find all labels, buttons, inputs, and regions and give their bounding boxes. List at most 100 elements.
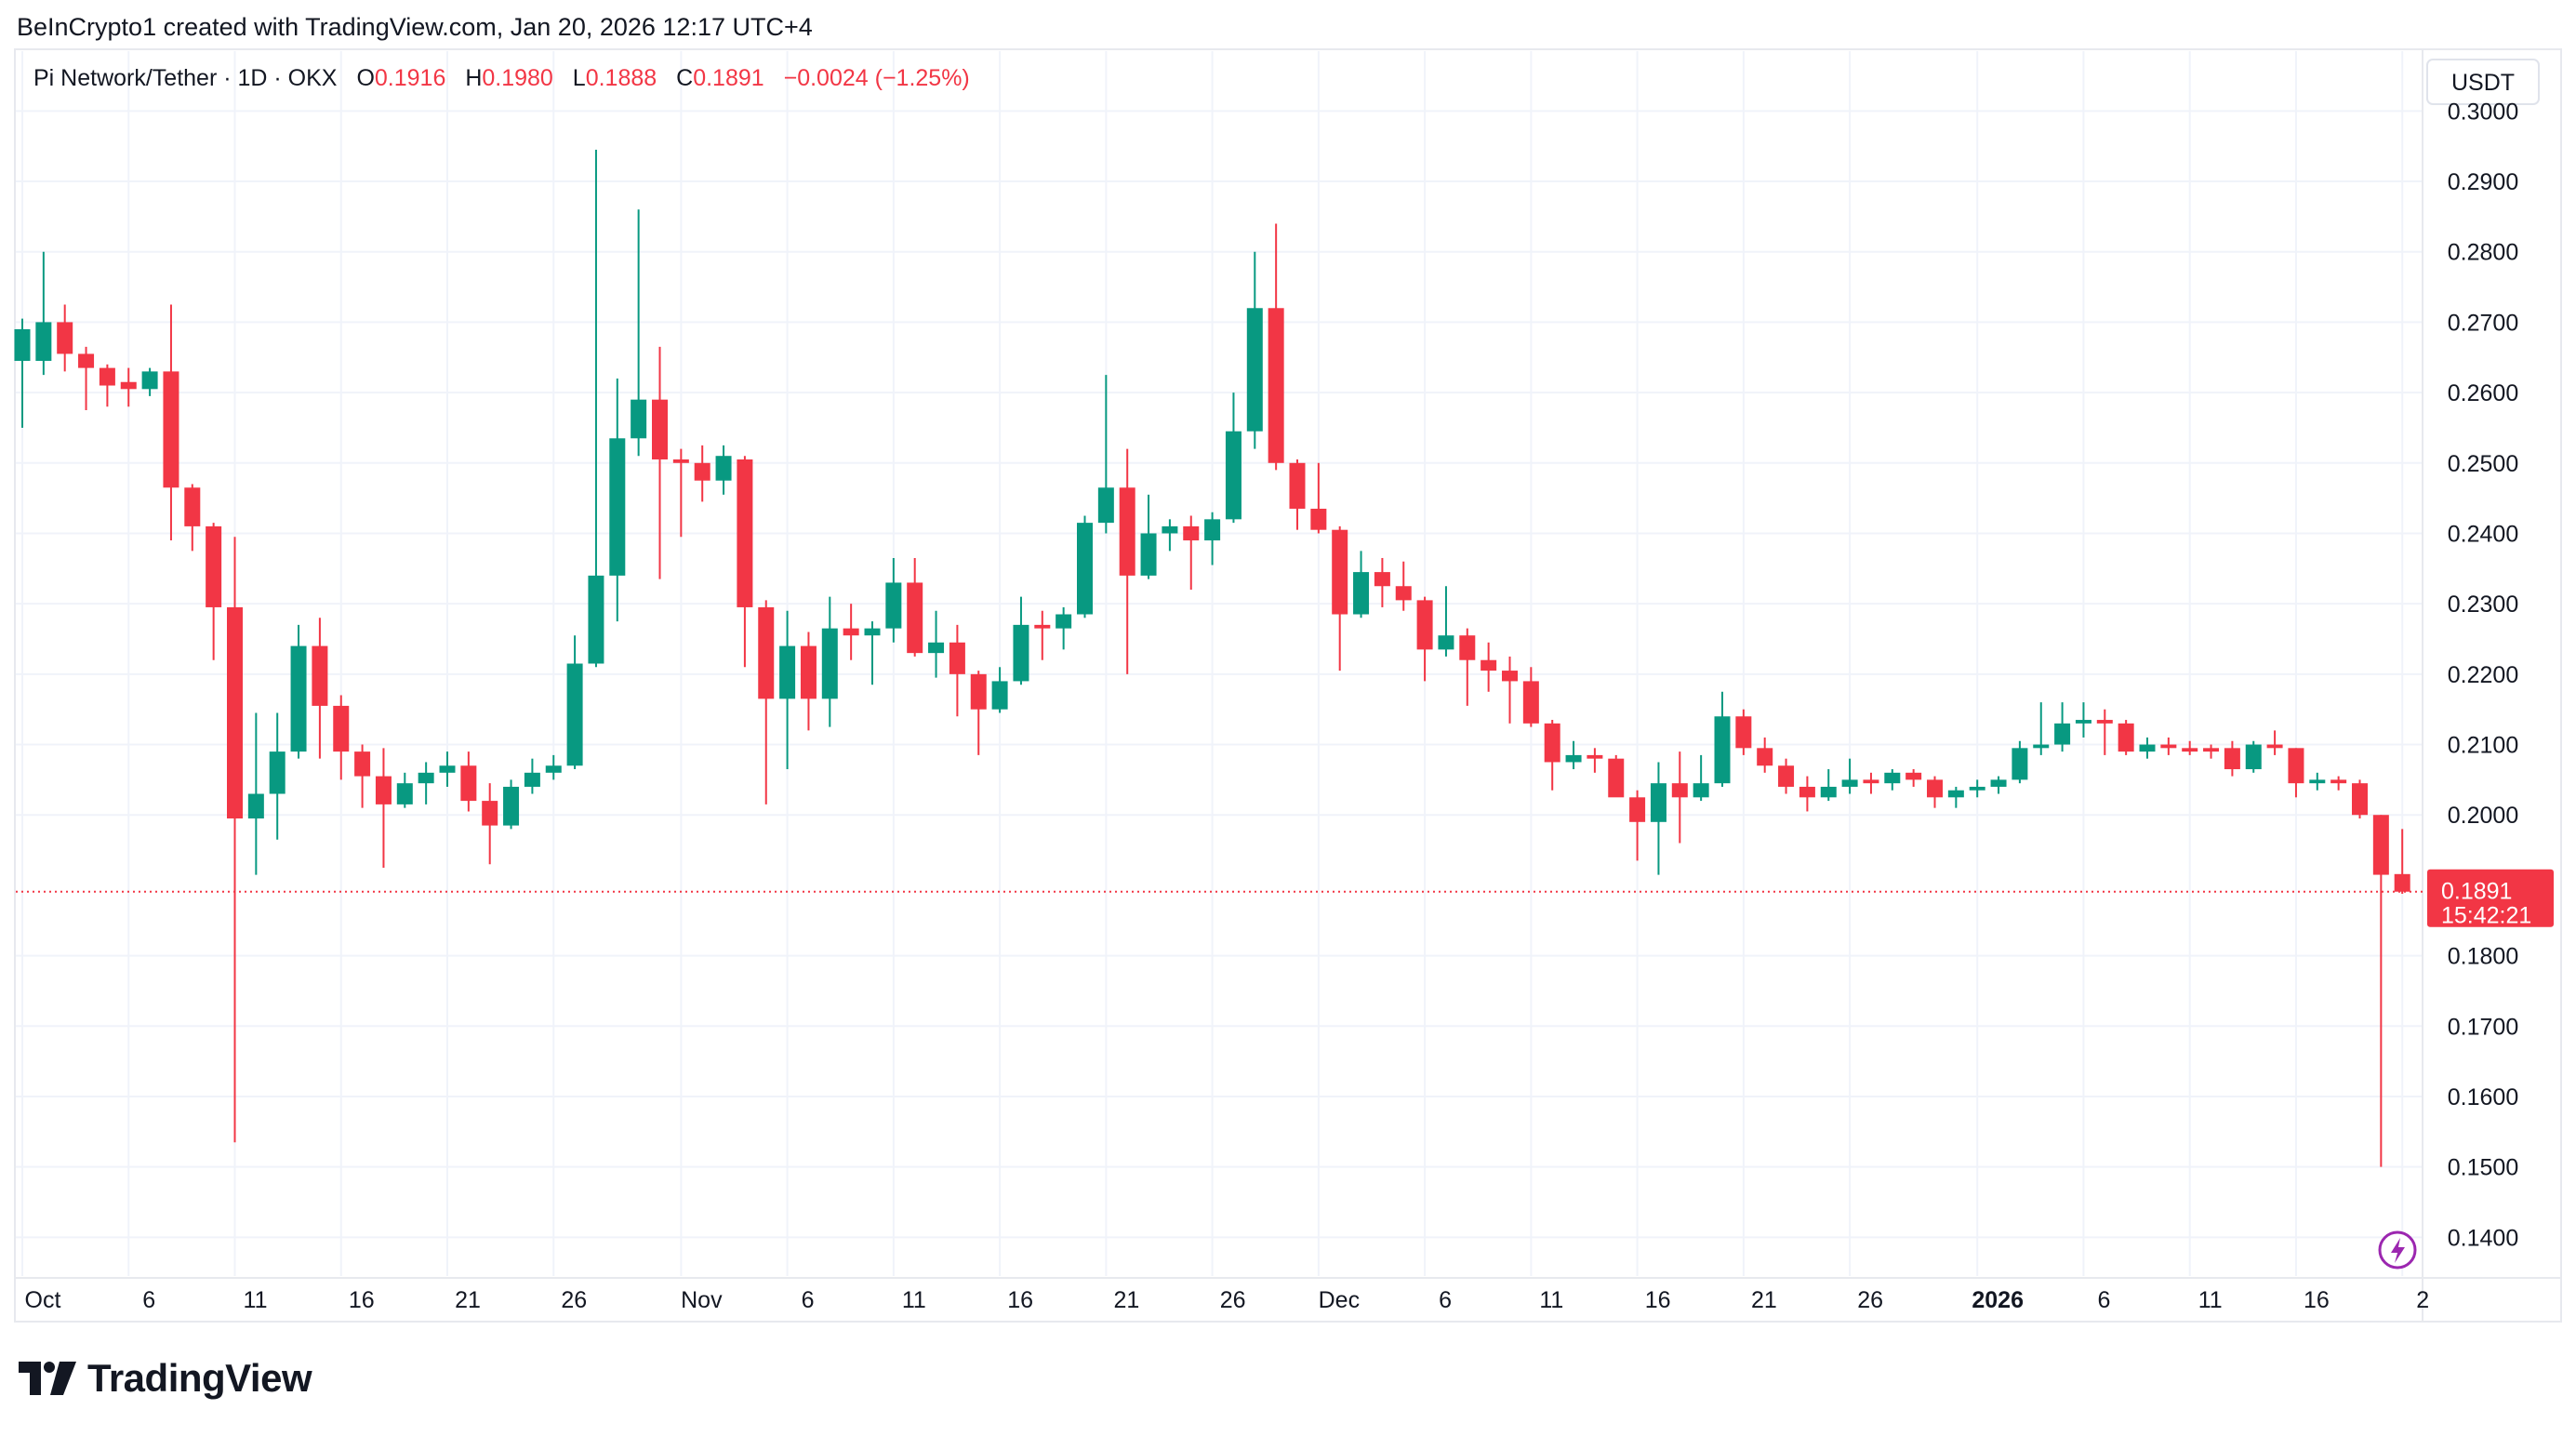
candle[interactable] bbox=[1565, 740, 1582, 770]
candle[interactable] bbox=[1183, 515, 1200, 591]
candle[interactable] bbox=[1374, 557, 1390, 607]
candle[interactable] bbox=[2266, 730, 2283, 755]
candle[interactable] bbox=[2288, 748, 2304, 798]
candle[interactable] bbox=[1438, 586, 1454, 657]
candle[interactable] bbox=[2033, 702, 2050, 755]
candle[interactable] bbox=[247, 712, 264, 875]
candle[interactable] bbox=[1735, 709, 1752, 755]
candle[interactable] bbox=[1481, 642, 1497, 692]
candle[interactable] bbox=[1204, 512, 1221, 565]
candle[interactable] bbox=[737, 456, 753, 668]
candle[interactable] bbox=[1927, 776, 1943, 808]
candle[interactable] bbox=[949, 624, 965, 717]
last-price-badge[interactable] bbox=[2427, 869, 2554, 927]
currency-box[interactable] bbox=[2426, 59, 2540, 105]
candle[interactable] bbox=[1799, 776, 1815, 812]
candle[interactable] bbox=[885, 557, 902, 643]
candle[interactable] bbox=[1416, 596, 1433, 682]
candle[interactable] bbox=[290, 624, 307, 759]
candle[interactable] bbox=[2224, 740, 2240, 777]
candle[interactable] bbox=[1608, 754, 1625, 798]
candle[interactable] bbox=[312, 618, 328, 759]
candle[interactable] bbox=[652, 346, 668, 579]
candle[interactable] bbox=[588, 149, 604, 668]
candle[interactable] bbox=[928, 610, 945, 678]
candle[interactable] bbox=[99, 364, 115, 407]
candle[interactable] bbox=[1863, 772, 1879, 794]
candle[interactable] bbox=[1905, 769, 1922, 787]
candle[interactable] bbox=[2309, 772, 2326, 791]
candle[interactable] bbox=[2160, 737, 2177, 755]
candle[interactable] bbox=[1246, 251, 1263, 449]
candle[interactable] bbox=[333, 695, 350, 780]
candle[interactable] bbox=[1778, 758, 1795, 794]
candle[interactable] bbox=[1034, 610, 1051, 660]
candle[interactable] bbox=[1841, 758, 1858, 794]
candle[interactable] bbox=[354, 744, 371, 808]
candle[interactable] bbox=[2012, 740, 2028, 784]
candle[interactable] bbox=[1544, 720, 1560, 791]
candle[interactable] bbox=[35, 251, 52, 376]
candle[interactable] bbox=[1757, 737, 1773, 773]
candle[interactable] bbox=[672, 448, 689, 538]
candle[interactable] bbox=[1140, 494, 1157, 579]
candle[interactable] bbox=[1225, 392, 1242, 524]
candle[interactable] bbox=[758, 600, 775, 804]
candle[interactable] bbox=[439, 751, 456, 787]
candle[interactable] bbox=[120, 367, 137, 407]
candle[interactable] bbox=[1969, 779, 1985, 798]
candle[interactable] bbox=[2075, 702, 2091, 738]
candle[interactable] bbox=[1162, 519, 1178, 552]
candle[interactable] bbox=[1332, 525, 1348, 671]
candle[interactable] bbox=[57, 304, 73, 372]
candle[interactable] bbox=[1990, 776, 2007, 794]
candle[interactable] bbox=[375, 748, 392, 868]
candle[interactable] bbox=[1522, 667, 1539, 727]
candle[interactable] bbox=[1289, 459, 1306, 530]
candle[interactable] bbox=[609, 378, 626, 622]
candle[interactable] bbox=[2054, 702, 2071, 752]
candle[interactable] bbox=[418, 762, 434, 804]
candle[interactable] bbox=[1395, 561, 1412, 611]
candle[interactable] bbox=[14, 318, 31, 428]
candle[interactable] bbox=[1629, 790, 1646, 861]
symbol-title[interactable]: Pi Network/Tether · 1D · OKX bbox=[33, 65, 338, 91]
candle[interactable] bbox=[2096, 709, 2113, 755]
candle[interactable] bbox=[1714, 691, 1731, 787]
candle[interactable] bbox=[970, 671, 987, 755]
candle[interactable] bbox=[800, 632, 817, 731]
candle[interactable] bbox=[2139, 737, 2156, 759]
candle[interactable] bbox=[2330, 776, 2347, 791]
candle[interactable] bbox=[206, 523, 222, 660]
candle[interactable] bbox=[1587, 748, 1603, 773]
candle[interactable] bbox=[2372, 815, 2389, 1167]
candle[interactable] bbox=[524, 758, 540, 794]
candle[interactable] bbox=[1353, 551, 1370, 618]
candle[interactable] bbox=[2352, 779, 2368, 819]
candle[interactable] bbox=[566, 635, 583, 770]
candle[interactable] bbox=[1693, 754, 1709, 802]
candle[interactable] bbox=[1459, 628, 1476, 706]
candle[interactable] bbox=[864, 621, 881, 685]
candle[interactable] bbox=[141, 367, 158, 396]
candle[interactable] bbox=[227, 537, 243, 1143]
candle[interactable] bbox=[2182, 740, 2198, 755]
candle[interactable] bbox=[779, 610, 796, 770]
candle[interactable] bbox=[843, 604, 859, 660]
candle[interactable] bbox=[991, 667, 1008, 713]
candle[interactable] bbox=[1671, 751, 1688, 844]
candle[interactable] bbox=[269, 712, 285, 840]
candle[interactable] bbox=[545, 754, 562, 780]
candle[interactable] bbox=[1268, 223, 1284, 471]
candle[interactable] bbox=[184, 484, 201, 552]
candle[interactable] bbox=[1077, 515, 1093, 618]
candle[interactable] bbox=[907, 557, 923, 657]
lightning-icon[interactable] bbox=[2378, 1230, 2417, 1270]
candle[interactable] bbox=[631, 209, 647, 457]
candle[interactable] bbox=[163, 304, 179, 541]
candle[interactable] bbox=[715, 445, 732, 495]
candle[interactable] bbox=[1310, 462, 1327, 534]
candle[interactable] bbox=[78, 346, 95, 411]
candle[interactable] bbox=[1884, 769, 1901, 791]
